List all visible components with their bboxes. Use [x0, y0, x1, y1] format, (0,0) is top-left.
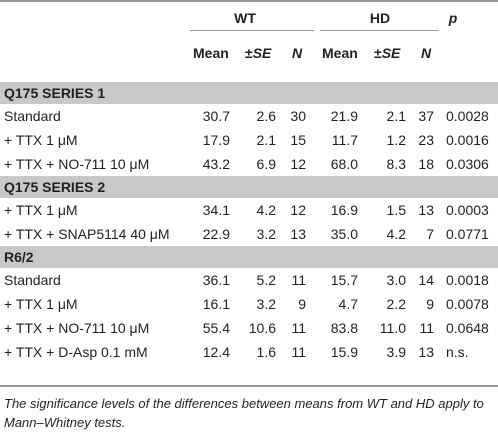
cell-hd-se: 3.0: [386, 272, 406, 288]
cell-hd-n: 14: [418, 272, 434, 288]
cell-hd-n: 13: [418, 202, 434, 218]
cell-hd-se: 2.2: [386, 296, 406, 312]
cell-wt-se: 3.2: [256, 226, 276, 242]
cell-wt-mean: 34.1: [202, 202, 230, 218]
cell-p-value: 0.0018: [446, 272, 489, 288]
cell-hd-se: 4.2: [386, 226, 406, 242]
row-label: + TTX + SNAP5114 40 μM: [4, 226, 170, 242]
cell-wt-n: 12: [290, 156, 306, 172]
cell-wt-se: 2.6: [256, 108, 276, 124]
group-header-wt: WT: [234, 10, 256, 26]
cell-p-value: 0.0078: [446, 296, 489, 312]
cell-p-value: n.s.: [446, 344, 469, 360]
cell-wt-se: 6.9: [256, 156, 276, 172]
col-header-hd-mean: Mean: [322, 45, 358, 61]
cell-wt-mean: 43.2: [202, 156, 230, 172]
bottom-rule: [0, 385, 498, 387]
cell-wt-mean: 22.9: [202, 226, 230, 242]
cell-wt-n: 9: [298, 296, 306, 312]
section-header: Q175 SERIES 2: [0, 176, 498, 198]
row-label: + TTX 1 μM: [4, 296, 78, 312]
cell-hd-mean: 11.7: [331, 132, 358, 148]
cell-wt-n: 12: [290, 202, 306, 218]
table-footnote: The significance levels of the differenc…: [4, 396, 484, 430]
cell-p-value: 0.0028: [446, 108, 489, 124]
section-header: Q175 SERIES 1: [0, 82, 498, 104]
cell-hd-mean: 15.7: [330, 272, 358, 288]
col-header-wt-mean: Mean: [193, 45, 229, 61]
cell-hd-n: 18: [418, 156, 434, 172]
cell-wt-n: 11: [291, 272, 306, 288]
col-header-wt-n: N: [292, 45, 303, 61]
row-label: + TTX + D-Asp 0.1 mM: [4, 344, 148, 360]
cell-wt-mean: 55.4: [202, 320, 230, 336]
cell-hd-n: 37: [418, 108, 434, 124]
hd-group-rule: [320, 30, 438, 31]
cell-hd-mean: 68.0: [330, 156, 358, 172]
cell-hd-mean: 4.7: [338, 296, 358, 312]
top-rule: [0, 0, 498, 2]
cell-p-value: 0.0306: [446, 156, 489, 172]
row-label: + TTX + NO-711 10 μM: [4, 320, 150, 336]
cell-hd-se: 8.3: [386, 156, 406, 172]
cell-hd-mean: 16.9: [330, 202, 358, 218]
cell-hd-mean: 83.8: [330, 320, 358, 336]
cell-hd-n: 23: [418, 132, 434, 148]
group-header-p: p: [448, 10, 458, 26]
section-header: R6/2: [0, 246, 498, 268]
cell-wt-n: 13: [290, 226, 306, 242]
cell-p-value: 0.0771: [446, 226, 489, 242]
wt-group-rule: [190, 30, 314, 31]
cell-hd-se: 2.1: [386, 108, 406, 124]
cell-wt-n: 30: [290, 108, 306, 124]
cell-wt-n: 11: [291, 344, 306, 360]
cell-hd-n: 13: [418, 344, 434, 360]
cell-p-value: 0.0648: [446, 320, 489, 336]
cell-wt-se: 3.2: [256, 296, 276, 312]
cell-hd-se: 11.0: [379, 320, 406, 336]
cell-hd-n: 11: [419, 320, 434, 336]
col-header-hd-n: N: [421, 45, 432, 61]
cell-hd-mean: 35.0: [330, 226, 358, 242]
cell-hd-se: 1.5: [386, 202, 406, 218]
col-header-hd-se: ±SE: [374, 45, 401, 61]
cell-hd-se: 3.9: [386, 344, 406, 360]
cell-hd-mean: 21.9: [330, 108, 358, 124]
cell-wt-mean: 36.1: [202, 272, 230, 288]
cell-p-value: 0.0003: [446, 202, 489, 218]
cell-wt-se: 1.6: [256, 344, 276, 360]
cell-wt-mean: 30.7: [202, 108, 230, 124]
cell-hd-n: 9: [426, 296, 434, 312]
cell-wt-mean: 16.1: [202, 296, 230, 312]
cell-wt-se: 5.2: [256, 272, 276, 288]
cell-hd-n: 7: [426, 226, 434, 242]
row-label: + TTX + NO-711 10 μM: [4, 156, 150, 172]
group-header-hd: HD: [369, 10, 391, 26]
cell-wt-n: 11: [291, 320, 306, 336]
cell-wt-n: 15: [290, 132, 306, 148]
cell-wt-mean: 12.4: [202, 344, 230, 360]
cell-wt-mean: 17.9: [202, 132, 230, 148]
cell-p-value: 0.0016: [446, 132, 489, 148]
col-header-wt-se: ±SE: [245, 45, 272, 61]
row-label: Standard: [4, 272, 61, 288]
cell-hd-mean: 15.9: [330, 344, 358, 360]
row-label: + TTX 1 μM: [4, 202, 78, 218]
row-label: + TTX 1 μM: [4, 132, 78, 148]
cell-wt-se: 4.2: [256, 202, 276, 218]
cell-wt-se: 2.1: [256, 132, 276, 148]
cell-wt-se: 10.6: [248, 320, 276, 336]
row-label: Standard: [4, 108, 61, 124]
cell-hd-se: 1.2: [386, 132, 406, 148]
